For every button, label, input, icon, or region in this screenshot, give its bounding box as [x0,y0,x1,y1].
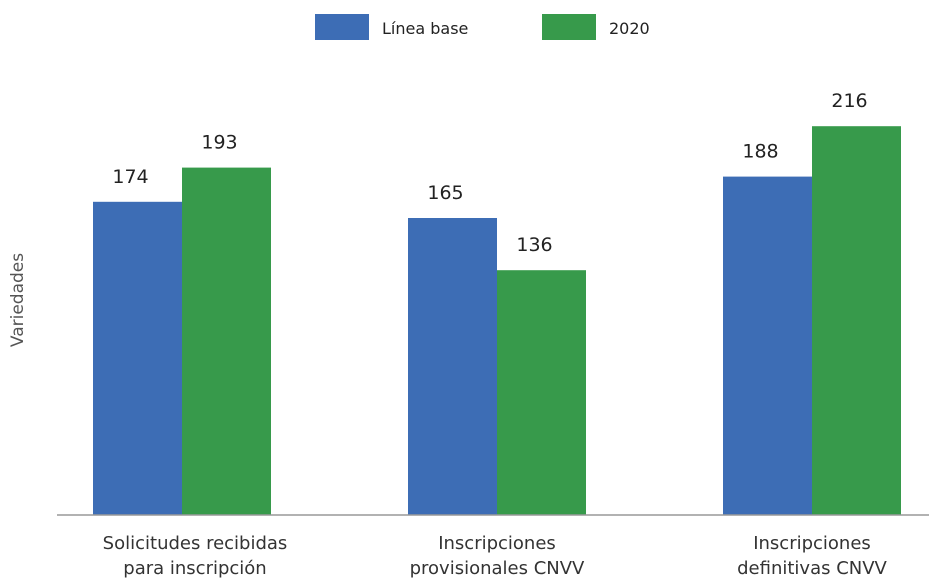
legend-label-0: Línea base [382,19,468,38]
value-label-series-0-cat-2: 188 [742,141,778,163]
legend-swatch-0 [315,14,369,40]
category-label-0-line-0: Solicitudes recibidas [103,533,288,554]
value-label-series-1-cat-2: 216 [831,90,867,112]
value-label-series-1-cat-0: 193 [201,132,237,154]
bar-series-1-cat-0 [182,167,271,515]
legend: Línea base 2020 [315,14,650,40]
value-labels-group: 174 165 188 193 136 216 [112,90,867,256]
bars-group [93,126,901,516]
category-label-2-line-0: Inscripciones [753,533,871,554]
bar-series-1-cat-1 [497,270,586,515]
category-labels-group: Solicitudes recibidas para inscripción Ins… [103,533,888,579]
legend-swatch-1 [542,14,596,40]
value-label-series-1-cat-1: 136 [516,234,552,256]
category-label-0-line-1: para inscripción [123,558,266,579]
category-label-1-line-0: Inscripciones [438,533,556,554]
value-label-series-0-cat-0: 174 [112,166,148,188]
legend-label-1: 2020 [609,19,650,38]
bar-series-1-cat-2 [812,126,901,515]
bar-series-0-cat-0 [93,201,182,516]
value-label-series-0-cat-1: 165 [427,182,463,204]
y-axis-title: Variedades [8,253,28,347]
bar-series-0-cat-2 [723,176,812,515]
category-label-1-line-1: provisionales CNVV [410,558,585,579]
bar-series-0-cat-1 [408,218,497,515]
category-label-2-line-1: definitivas CNVV [737,558,887,579]
